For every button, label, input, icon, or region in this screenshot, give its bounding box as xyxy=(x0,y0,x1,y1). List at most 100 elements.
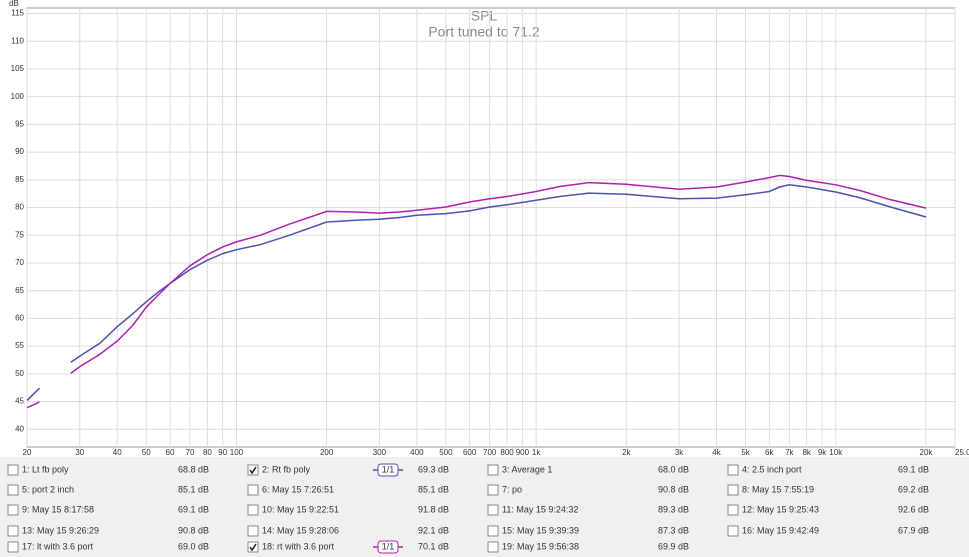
x-tick-label: 500 xyxy=(439,448,453,457)
x-tick-label: 80 xyxy=(203,448,212,457)
chart-title: SPL xyxy=(471,8,498,24)
chart-background xyxy=(0,0,969,457)
x-tick-label: 70 xyxy=(186,448,195,457)
measurement-name[interactable]: 13: May 15 9:26:29 xyxy=(22,525,99,535)
x-tick-label: 2k xyxy=(622,448,631,457)
x-tick-label: 20k xyxy=(920,448,934,457)
measurement-level: 90.8 dB xyxy=(658,484,689,494)
x-tick-label: 10k xyxy=(829,448,843,457)
measurement-name[interactable]: 8: May 15 7:55:19 xyxy=(742,484,814,494)
measurement-name[interactable]: 3: Average 1 xyxy=(502,464,552,474)
spl-curve xyxy=(26,184,927,401)
checkmark xyxy=(249,466,257,475)
measurement-name[interactable]: 17: lt with 3.6 port xyxy=(22,541,94,551)
x-tick-label: 3k xyxy=(675,448,684,457)
y-tick-label: 100 xyxy=(11,92,25,101)
measurement-level: 68.8 dB xyxy=(178,464,209,474)
checkbox[interactable] xyxy=(7,504,19,516)
legend-panel xyxy=(0,458,969,557)
measurement-name[interactable]: 11: May 15 9:24:32 xyxy=(502,504,578,514)
y-axis-label: dB xyxy=(9,0,19,8)
spl-curve xyxy=(26,174,927,409)
y-tick-label: 110 xyxy=(11,36,24,45)
checkbox[interactable] xyxy=(247,525,259,537)
y-tick-label: 45 xyxy=(15,397,24,406)
y-tick-label: 60 xyxy=(15,314,24,323)
checkbox[interactable] xyxy=(487,504,499,516)
measurement-name[interactable]: 4: 2.5 inch port xyxy=(742,464,802,474)
measurement-name[interactable]: 16: May 15 9:42:49 xyxy=(742,525,819,535)
x-tick-label: 6k xyxy=(765,448,774,457)
measurement-name[interactable]: 6: May 15 7:26:51 xyxy=(262,484,334,494)
x-tick-label: 8k xyxy=(802,448,811,457)
smoothing-label[interactable]: 1/1 xyxy=(382,541,395,551)
x-tick-label: 300 xyxy=(373,448,387,457)
measurement-level: 90.8 dB xyxy=(178,525,209,535)
y-tick-label: 70 xyxy=(15,258,24,267)
measurement-name[interactable]: 14: May 15 9:28:06 xyxy=(262,525,339,535)
checkbox[interactable] xyxy=(247,464,259,476)
checkbox[interactable] xyxy=(727,464,739,476)
x-tick-label: 400 xyxy=(410,448,424,457)
measurement-name[interactable]: 2: Rt fb poly xyxy=(262,464,311,474)
y-tick-label: 95 xyxy=(15,120,24,129)
y-tick-label: 115 xyxy=(11,9,24,18)
x-tick-label: 800 xyxy=(500,448,514,457)
measurement-name[interactable]: 7: po xyxy=(502,484,522,494)
checkmark xyxy=(249,543,257,552)
checkbox[interactable] xyxy=(247,484,259,496)
y-tick-label: 40 xyxy=(15,424,24,433)
checkbox[interactable] xyxy=(247,504,259,516)
checkbox[interactable] xyxy=(487,525,499,537)
y-tick-label: 65 xyxy=(15,286,24,295)
measurement-name[interactable]: 1: Lt fb poly xyxy=(22,464,69,474)
measurement-name[interactable]: 5: port 2 inch xyxy=(22,484,74,494)
measurement-level: 69.3 dB xyxy=(418,464,449,474)
checkbox[interactable] xyxy=(727,484,739,496)
checkbox[interactable] xyxy=(7,525,19,537)
measurement-level: 68.0 dB xyxy=(658,464,689,474)
smoothing-badge[interactable] xyxy=(377,463,399,477)
y-tick-label: 75 xyxy=(15,230,24,239)
x-tick-label: 700 xyxy=(483,448,497,457)
measurement-name[interactable]: 12: May 15 9:25:43 xyxy=(742,504,819,514)
x-tick-label: 25.0k Hz xyxy=(955,448,969,457)
measurement-name[interactable]: 15: May 15 9:39:39 xyxy=(502,525,579,535)
x-tick-label: 600 xyxy=(463,448,477,457)
chart-subtitle: Port tuned to 71.2 xyxy=(428,24,540,40)
measurement-level: 85.1 dB xyxy=(418,484,449,494)
x-tick-label: 30 xyxy=(75,448,84,457)
checkbox[interactable] xyxy=(487,464,499,476)
measurement-name[interactable]: 9: May 15 8:17:58 xyxy=(22,504,94,514)
measurement-name[interactable]: 18: rt with 3.6 port xyxy=(262,541,335,551)
measurement-name[interactable]: 19: May 15 9:56:38 xyxy=(502,541,579,551)
checkbox[interactable] xyxy=(7,484,19,496)
x-tick-label: 40 xyxy=(113,448,122,457)
measurement-level: 87.3 dB xyxy=(658,525,689,535)
y-tick-label: 90 xyxy=(15,147,24,156)
measurement-level: 91.8 dB xyxy=(418,504,449,514)
y-tick-label: 105 xyxy=(11,64,25,73)
checkbox[interactable] xyxy=(7,541,19,553)
y-tick-label: 85 xyxy=(15,175,24,184)
x-tick-label: 100 xyxy=(230,448,244,457)
x-tick-label: 4k xyxy=(712,448,721,457)
measurement-level: 69.1 dB xyxy=(178,504,209,514)
checkbox[interactable] xyxy=(487,484,499,496)
checkbox[interactable] xyxy=(487,541,499,553)
checkbox[interactable] xyxy=(7,464,19,476)
measurement-level: 92.6 dB xyxy=(898,504,929,514)
x-tick-label: 1k xyxy=(532,448,541,457)
measurement-level: 89.3 dB xyxy=(658,504,689,514)
checkbox[interactable] xyxy=(727,504,739,516)
checkbox[interactable] xyxy=(247,541,259,553)
y-tick-label: 55 xyxy=(15,341,24,350)
measurement-level: 67.9 dB xyxy=(898,525,929,535)
measurement-level: 85.1 dB xyxy=(178,484,209,494)
smoothing-badge[interactable] xyxy=(377,540,399,554)
measurement-name[interactable]: 10: May 15 9:22:51 xyxy=(262,504,339,514)
smoothing-label[interactable]: 1/1 xyxy=(382,464,395,474)
x-tick-label: 7k xyxy=(785,448,794,457)
checkbox[interactable] xyxy=(727,525,739,537)
